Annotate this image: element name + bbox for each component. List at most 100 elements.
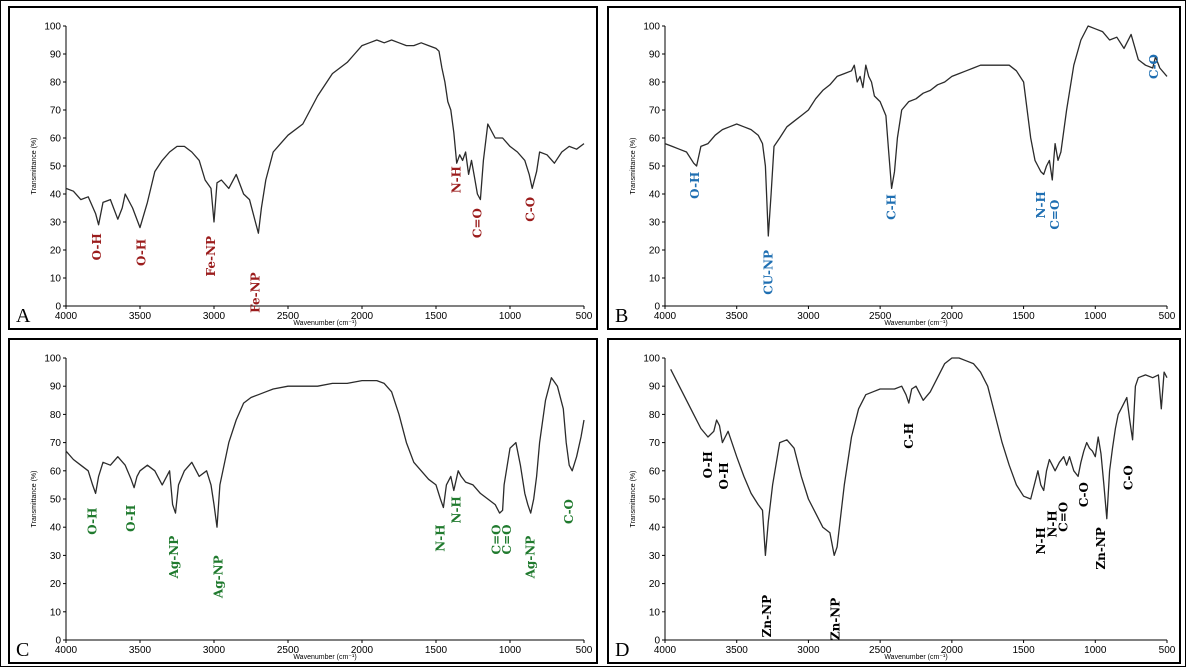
x-tick-label: 4000 — [55, 311, 78, 322]
ftir-panel-c: 0 10 20 30 40 50 60 70 80 90 100 4000 3500 3000 2500 20… — [8, 338, 598, 664]
y-tick-label: 30 — [649, 218, 661, 229]
y-tick-label: 20 — [50, 246, 62, 257]
y-tick-label: 40 — [50, 190, 62, 201]
x-tick-label: 3500 — [129, 311, 152, 322]
peak-label: C=O — [470, 208, 484, 238]
spectrum-line — [66, 378, 584, 528]
y-tick-label: 100 — [643, 354, 660, 365]
x-tick-label: 4000 — [654, 645, 677, 656]
x-tick-label: 500 — [576, 311, 593, 322]
peak-label: C-H — [902, 423, 916, 449]
peak-label: N-H — [1034, 191, 1048, 218]
y-tick-label: 20 — [50, 579, 62, 590]
y-tick-label: 100 — [44, 354, 61, 365]
y-tick-label: 60 — [50, 466, 62, 477]
peak-label: Zn-NP — [1094, 527, 1108, 569]
y-tick-label: 10 — [649, 607, 661, 618]
x-tick-label: 3000 — [797, 311, 820, 322]
x-axis-label: Wavenumber (cm⁻¹) — [884, 654, 947, 661]
x-tick-label: 1500 — [1012, 645, 1035, 656]
x-axis-label: Wavenumber (cm⁻¹) — [293, 654, 356, 661]
x-tick-label: 4000 — [55, 645, 78, 656]
x-tick-label: 1500 — [425, 645, 448, 656]
ftir-panel-a: 0 10 20 30 40 50 60 70 80 90 100 4000 3500 3000 2500 20… — [8, 6, 598, 330]
y-tick-label: 80 — [50, 410, 62, 421]
y-tick-label: 100 — [643, 22, 660, 33]
peak-label: N-H — [450, 166, 464, 193]
spectrum-line — [665, 26, 1167, 236]
peak-label: Zn-NP — [760, 595, 774, 637]
peak-label: C=O — [1048, 200, 1062, 230]
x-axis-label: Wavenumber (cm⁻¹) — [884, 320, 947, 327]
ftir-chart-d: 01020304050607080901004000 3500 3000 2500 20… — [609, 340, 1179, 662]
peak-label: Fe-NP — [248, 272, 262, 312]
y-tick-label: 10 — [50, 274, 62, 285]
y-tick-label: 80 — [50, 78, 62, 89]
x-tick-label: 3000 — [797, 645, 820, 656]
x-tick-label: 500 — [1159, 311, 1176, 322]
x-tick-label: 3500 — [726, 311, 749, 322]
peak-label: C=O — [1057, 502, 1071, 532]
peak-label: C-H — [885, 194, 899, 220]
x-axis-label: Wavenumber (cm⁻¹) — [293, 320, 356, 327]
peak-label: O-H — [90, 233, 104, 260]
y-tick-label: 100 — [44, 22, 61, 33]
y-tick-label: 50 — [649, 495, 661, 506]
y-tick-label: 30 — [50, 218, 62, 229]
peak-label: N-H — [433, 524, 447, 551]
peak-label: O-H — [688, 172, 702, 199]
y-tick-label: 20 — [649, 579, 661, 590]
peak-label: C=O — [500, 524, 514, 554]
peak-label: O-H — [86, 508, 100, 535]
peak-label: Ag-NP — [211, 555, 225, 599]
x-tick-label: 1500 — [425, 311, 448, 322]
x-tick-label: 1000 — [499, 645, 522, 656]
peak-label: CU-NP — [761, 250, 775, 295]
y-axis-label: Transmittance (%) — [31, 138, 38, 195]
ftir-panel-b: 0 10 20 30 40 50 60 70 80 90 100 4000 3500 3000 2500 20… — [607, 6, 1181, 330]
y-tick-label: 70 — [50, 106, 62, 117]
peak-label: N-H — [450, 496, 464, 523]
peak-label: C-O — [1077, 482, 1091, 507]
y-tick-label: 90 — [649, 50, 661, 61]
x-tick-label: 3500 — [129, 645, 152, 656]
peak-label: C-O — [1147, 54, 1161, 79]
peak-label: Ag-NP — [167, 536, 181, 580]
x-tick-label: 4000 — [654, 311, 677, 322]
x-tick-label: 1500 — [1012, 311, 1035, 322]
x-tick-label: 1000 — [499, 311, 522, 322]
peak-label: Ag-NP — [524, 536, 538, 580]
y-tick-label: 50 — [649, 162, 661, 173]
ftir-chart-b: 0 10 20 30 40 50 60 70 80 90 100 4000 3500 3000 2500 20… — [609, 8, 1179, 328]
x-tick-label: 500 — [576, 645, 593, 656]
peak-label: O-H — [717, 462, 731, 489]
y-axis-label: Transmittance (%) — [31, 471, 38, 528]
y-tick-label: 40 — [649, 190, 661, 201]
x-tick-label: 3500 — [726, 645, 749, 656]
y-tick-label: 10 — [50, 607, 62, 618]
panel-letter: D — [615, 639, 629, 661]
peak-label: O-H — [124, 505, 138, 532]
x-tick-label: 1000 — [1084, 645, 1107, 656]
y-tick-label: 60 — [50, 134, 62, 145]
y-tick-label: 70 — [50, 438, 62, 449]
y-tick-label: 10 — [649, 274, 661, 285]
y-tick-label: 70 — [649, 106, 661, 117]
x-tick-label: 3000 — [203, 645, 226, 656]
y-tick-label: 70 — [649, 438, 661, 449]
y-tick-label: 30 — [649, 551, 661, 562]
y-axis-label: Transmittance (%) — [630, 471, 637, 528]
y-tick-label: 60 — [649, 466, 661, 477]
peak-label: O-H — [701, 451, 715, 478]
peak-label: C-O — [562, 499, 576, 524]
panel-letter: A — [16, 305, 31, 327]
y-tick-label: 30 — [50, 551, 62, 562]
peak-label: O-H — [135, 239, 149, 266]
ftir-chart-a: 0 10 20 30 40 50 60 70 80 90 100 4000 3500 3000 2500 20… — [10, 8, 596, 328]
y-tick-label: 20 — [649, 246, 661, 257]
y-tick-label: 90 — [50, 382, 62, 393]
y-tick-label: 90 — [649, 382, 661, 393]
y-tick-label: 40 — [649, 523, 661, 534]
ftir-panel-d: 0 10 20 30 40 50 60 70 80 90 100 4000 3500 3000 2500 20… — [607, 338, 1181, 664]
y-tick-label: 80 — [649, 78, 661, 89]
